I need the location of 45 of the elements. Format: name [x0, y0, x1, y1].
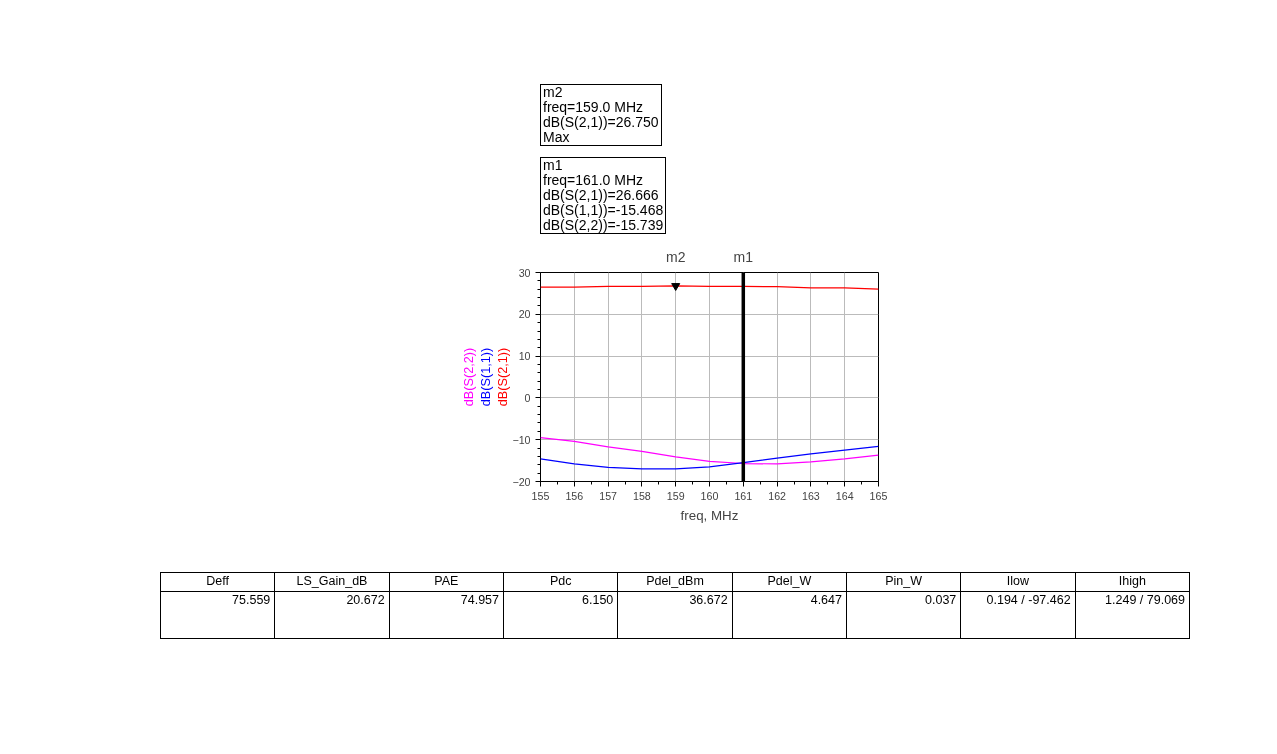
category-label: Pdel_W — [732, 572, 847, 592]
annotation: m2 — [665, 248, 686, 265]
x-axis-title: freq, MHz — [680, 507, 739, 523]
text: 6.150 — [503, 591, 618, 639]
x-tick-label: 158 — [633, 489, 651, 502]
line-series — [540, 445, 879, 470]
text: 0.037 — [846, 591, 961, 639]
x-tick-label: 160 — [700, 489, 719, 502]
x-tick-label: 157 — [599, 489, 618, 502]
y-tick-label: 10 — [518, 350, 531, 363]
ref-line-label: m1 — [733, 248, 754, 265]
category-label: PAE — [389, 572, 504, 592]
text: dB(S(1,1)) — [478, 347, 493, 407]
x-tick-label: 155 — [531, 489, 550, 502]
x-tick-label: 162 — [768, 489, 787, 502]
text: 0.194 / -97.462 — [960, 591, 1076, 639]
x-tick-label: 156 — [565, 489, 584, 502]
text: 20.672 — [274, 591, 390, 639]
y-tick-label: −10 — [512, 433, 531, 446]
y-tick-label: 20 — [518, 308, 531, 321]
x-tick-label: 163 — [802, 489, 820, 502]
text: dB(S(2,2)) — [461, 347, 476, 407]
x-tick-label: 159 — [666, 489, 685, 502]
category-label: Ilow — [960, 572, 1076, 592]
text: 4.647 — [732, 591, 847, 639]
y-tick-label: 30 — [518, 266, 531, 279]
y-tick-label: −20 — [512, 475, 531, 488]
text: m1 freq=161.0 MHz dB(S(2,1))=26.666 dB(S(1,1))=-15.468 dB(S(2,2))=-15.739 — [540, 157, 667, 234]
category-label: Pdc — [503, 572, 618, 592]
category-label: Pin_W — [846, 572, 961, 592]
x-tick-label: 161 — [734, 489, 753, 502]
text: 75.559 — [160, 591, 275, 639]
category-label: LS_Gain_dB — [274, 572, 390, 592]
text: 1.249 / 79.069 — [1075, 591, 1190, 639]
text: dB(S(2,1)) — [495, 347, 510, 407]
text: 74.957 — [389, 591, 504, 639]
text: 36.672 — [617, 591, 733, 639]
x-tick-label: 164 — [835, 489, 854, 502]
x-tick-label: 165 — [869, 489, 888, 502]
text: m2 freq=159.0 MHz dB(S(2,1))=26.750 Max — [540, 84, 662, 146]
line-series — [540, 437, 879, 465]
y-tick-label: 0 — [524, 391, 531, 404]
category-label: Pdel_dBm — [617, 572, 733, 592]
category-label: Deff — [160, 572, 275, 592]
category-label: Ihigh — [1075, 572, 1190, 592]
